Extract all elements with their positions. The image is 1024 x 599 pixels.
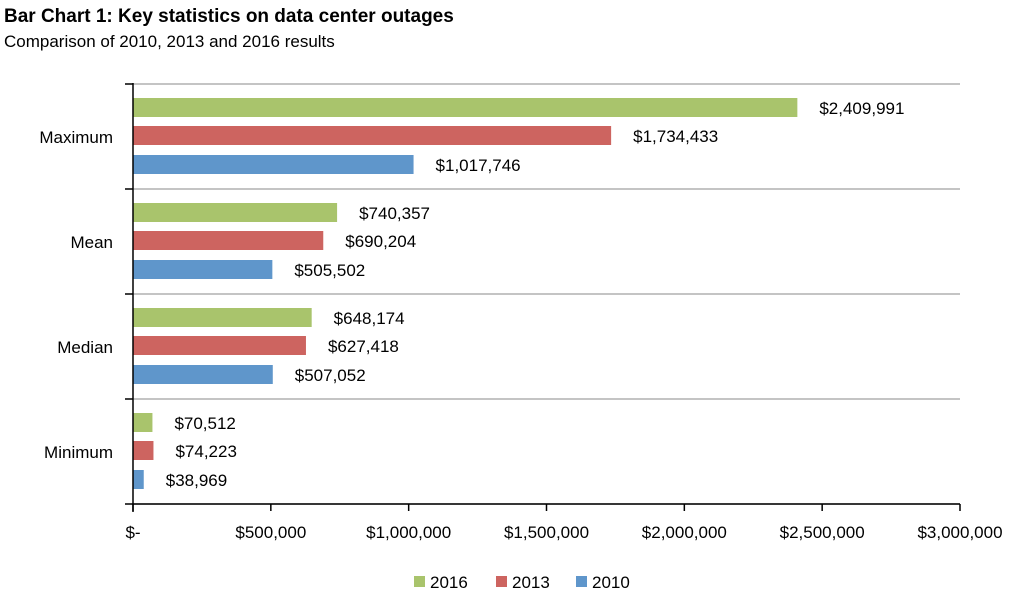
bar-2013-maximum bbox=[133, 126, 612, 145]
legend-swatch-2010 bbox=[576, 576, 587, 587]
legend-swatch-2016 bbox=[414, 576, 425, 587]
x-tick-label: $500,000 bbox=[235, 523, 306, 542]
data-label: $38,969 bbox=[166, 471, 227, 490]
chart-title: Bar Chart 1: Key statistics on data cent… bbox=[4, 6, 454, 27]
bar-2010-minimum bbox=[133, 470, 144, 489]
data-label: $627,418 bbox=[328, 337, 399, 356]
legend-label: 2010 bbox=[592, 573, 630, 592]
bar-2016-mean bbox=[133, 203, 338, 222]
data-label: $505,502 bbox=[294, 261, 365, 280]
chart-subtitle: Comparison of 2010, 2013 and 2016 result… bbox=[4, 32, 335, 51]
category-label: Median bbox=[57, 338, 113, 357]
data-label: $690,204 bbox=[345, 232, 416, 251]
category-label: Mean bbox=[70, 233, 113, 252]
data-label: $648,174 bbox=[334, 309, 405, 328]
bar-2016-minimum bbox=[133, 413, 153, 432]
data-label: $1,734,433 bbox=[633, 127, 718, 146]
category-label: Maximum bbox=[39, 128, 113, 147]
bar-2016-median bbox=[133, 308, 312, 327]
data-label: $2,409,991 bbox=[819, 99, 904, 118]
data-label: $740,357 bbox=[359, 204, 430, 223]
bar-2013-median bbox=[133, 336, 306, 355]
bar-2010-maximum bbox=[133, 155, 414, 174]
x-tick-label: $- bbox=[125, 523, 140, 542]
x-tick-label: $2,500,000 bbox=[780, 523, 865, 542]
bar-2013-minimum bbox=[133, 441, 154, 460]
legend-label: 2013 bbox=[512, 573, 550, 592]
bar-2013-mean bbox=[133, 231, 324, 250]
bar-2016-maximum bbox=[133, 98, 798, 117]
data-label: $507,052 bbox=[295, 366, 366, 385]
x-tick-label: $2,000,000 bbox=[642, 523, 727, 542]
data-label: $70,512 bbox=[174, 414, 235, 433]
data-label: $1,017,746 bbox=[436, 156, 521, 175]
x-tick-label: $3,000,000 bbox=[917, 523, 1002, 542]
legend-swatch-2013 bbox=[496, 576, 507, 587]
category-label: Minimum bbox=[44, 443, 113, 462]
x-tick-label: $1,500,000 bbox=[504, 523, 589, 542]
legend-label: 2016 bbox=[430, 573, 468, 592]
data-label: $74,223 bbox=[175, 442, 236, 461]
x-tick-label: $1,000,000 bbox=[366, 523, 451, 542]
bar-2010-median bbox=[133, 365, 273, 384]
bar-2010-mean bbox=[133, 260, 273, 279]
